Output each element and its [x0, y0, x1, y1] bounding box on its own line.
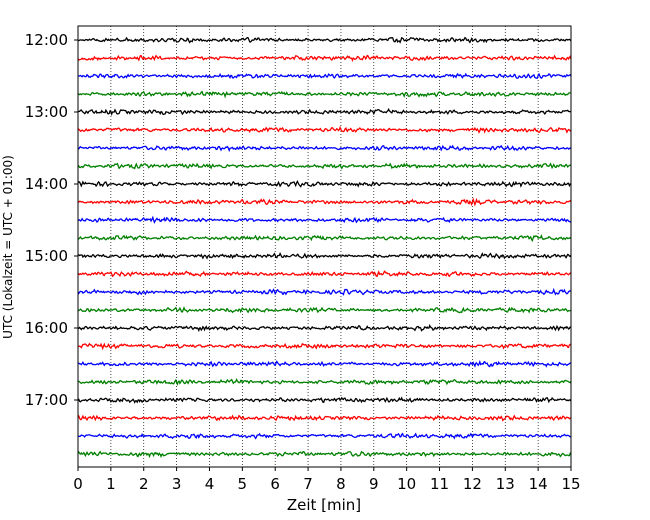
y-tick-label: 16:00 [25, 319, 68, 337]
x-tick-label: 3 [172, 475, 182, 493]
x-tick-label: 1 [106, 475, 116, 493]
trace-line [78, 36, 572, 44]
plot-frame [77, 25, 572, 468]
x-tick-label: 8 [336, 475, 346, 493]
trace-line [77, 90, 572, 99]
x-tick-label: 4 [205, 475, 215, 493]
trace-line [77, 324, 572, 333]
trace-line [77, 54, 572, 62]
x-tick-label: 15 [561, 475, 580, 493]
y-axis-label: UTC (Lokalzeit = UTC + 01:00) [1, 155, 15, 339]
trace-line [77, 144, 572, 153]
y-tick-label: 14:00 [25, 175, 68, 193]
y-tick-label: 13:00 [25, 103, 68, 121]
trace-line [77, 270, 572, 278]
x-tick-label: 10 [397, 475, 416, 493]
x-axis-ticks: 0 1 2 3 4 5 6 7 8 9 10 11 12 13 14 15 [73, 467, 581, 493]
y-tick-label: 12:00 [25, 31, 68, 49]
trace-line [77, 306, 572, 314]
x-tick-label: 7 [303, 475, 313, 493]
seismic-traces [77, 36, 572, 459]
trace-line [77, 450, 572, 459]
x-tick-label: 6 [270, 475, 280, 493]
trace-line [77, 72, 572, 80]
trace-line [77, 107, 572, 116]
y-tick-label: 17:00 [25, 391, 68, 409]
trace-line [77, 234, 572, 243]
y-axis-ticks: 12:00 13:00 14:00 15:00 16:00 17:00 [25, 31, 78, 409]
trace-line [77, 215, 572, 224]
trace-line [77, 359, 572, 368]
trace-line [77, 287, 572, 296]
x-tick-label: 13 [496, 475, 515, 493]
x-tick-label: 14 [529, 475, 548, 493]
trace-line [77, 432, 572, 440]
trace-line [77, 197, 572, 207]
trace-line [77, 342, 572, 351]
trace-line [77, 414, 572, 422]
x-tick-label: 12 [463, 475, 482, 493]
trace-line [77, 251, 572, 260]
x-tick-label: 5 [238, 475, 248, 493]
trace-line [77, 180, 572, 188]
x-tick-label: 2 [139, 475, 149, 493]
x-tick-label: 0 [73, 475, 83, 493]
trace-line [77, 162, 572, 170]
trace-line [77, 396, 572, 404]
x-tick-label: 9 [369, 475, 379, 493]
y-tick-label: 15:00 [25, 247, 68, 265]
x-tick-label: 11 [430, 475, 449, 493]
x-axis-label: Zeit [min] [287, 496, 361, 514]
trace-line [77, 377, 572, 386]
trace-line [77, 125, 572, 134]
